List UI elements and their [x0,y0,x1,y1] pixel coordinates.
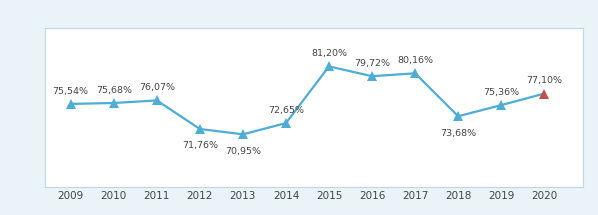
Text: 75,36%: 75,36% [483,88,519,97]
Text: 70,95%: 70,95% [225,147,261,156]
Text: 75,68%: 75,68% [96,86,132,95]
Text: 80,16%: 80,16% [397,56,433,65]
Text: 71,76%: 71,76% [182,141,218,150]
Text: 76,07%: 76,07% [139,83,175,92]
Text: 79,72%: 79,72% [354,59,390,68]
Text: 81,20%: 81,20% [311,49,347,58]
Text: 73,68%: 73,68% [440,129,476,138]
Text: 75,54%: 75,54% [53,87,89,96]
Text: 77,10%: 77,10% [526,76,562,85]
Text: 72,65%: 72,65% [268,106,304,115]
